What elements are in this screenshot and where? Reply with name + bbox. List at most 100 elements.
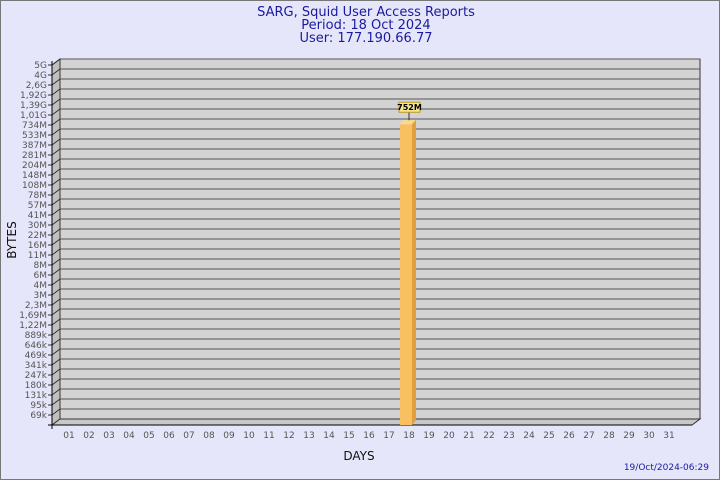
x-tick-label: 14 bbox=[323, 431, 335, 441]
y-tick-label: 4G bbox=[34, 71, 47, 81]
y-tick-slant bbox=[51, 268, 61, 276]
x-tick-label: 01 bbox=[63, 431, 74, 441]
x-tick-label: 21 bbox=[463, 431, 474, 441]
chart-title: SARG, Squid User Access Reports bbox=[257, 5, 475, 20]
y-tick-label: 1,92G bbox=[20, 91, 47, 101]
y-tick-slant bbox=[51, 198, 61, 206]
y-tick-slant bbox=[51, 378, 61, 386]
y-tick-slant bbox=[51, 398, 61, 406]
y-tick-label: 2,3M bbox=[25, 301, 47, 311]
x-tick-label: 13 bbox=[303, 431, 314, 441]
x-tick-label: 25 bbox=[543, 431, 554, 441]
y-tick-slant bbox=[51, 328, 61, 336]
x-tick-label: 09 bbox=[223, 431, 235, 441]
y-tick-slant bbox=[51, 118, 61, 126]
y-tick-label: 95k bbox=[30, 401, 47, 411]
x-tick-label: 19 bbox=[423, 431, 435, 441]
y-tick-label: 1,22M bbox=[19, 321, 47, 331]
y-tick-slant bbox=[51, 188, 61, 196]
y-tick-label: 204M bbox=[22, 161, 47, 171]
y-tick-slant bbox=[51, 348, 61, 356]
y-tick-label: 1,69M bbox=[19, 311, 47, 321]
y-tick-label: 148M bbox=[22, 171, 47, 181]
x-tick-label: 24 bbox=[523, 431, 535, 441]
y-tick-label: 4M bbox=[34, 281, 48, 291]
y-tick-slant bbox=[51, 368, 61, 376]
y-tick-slant bbox=[51, 288, 61, 296]
data-label-box bbox=[398, 101, 421, 113]
y-tick-slant bbox=[51, 318, 61, 326]
bar bbox=[400, 124, 412, 425]
y-tick-slant bbox=[51, 178, 61, 186]
y-tick-label: 2,6G bbox=[26, 81, 47, 91]
y-tick-slant bbox=[51, 238, 61, 246]
x-tick-label: 20 bbox=[443, 431, 455, 441]
generated-timestamp: 19/Oct/2024-06:29 bbox=[624, 463, 709, 473]
y-tick-label: 646k bbox=[25, 341, 48, 351]
y-tick-label: 30M bbox=[28, 221, 47, 231]
y-tick-slant bbox=[51, 148, 61, 156]
y-tick-slant bbox=[51, 138, 61, 146]
y-tick-slant bbox=[51, 208, 61, 216]
y-tick-slant bbox=[51, 158, 61, 166]
chart-user: User: 177.190.66.77 bbox=[299, 31, 432, 46]
y-tick-slant bbox=[51, 68, 61, 76]
y-tick-label: 341k bbox=[25, 361, 48, 371]
x-tick-label: 26 bbox=[563, 431, 575, 441]
x-tick-label: 17 bbox=[383, 431, 394, 441]
x-tick-label: 29 bbox=[623, 431, 635, 441]
y-tick-slant bbox=[51, 218, 61, 226]
chart-period: Period: 18 Oct 2024 bbox=[301, 18, 430, 33]
bar-top bbox=[400, 119, 416, 125]
y-axis-label: BYTES bbox=[5, 221, 19, 258]
data-label: 752M bbox=[397, 103, 422, 112]
bar-side bbox=[412, 119, 416, 426]
y-tick-label: 533M bbox=[22, 131, 47, 141]
y-tick-slant bbox=[51, 358, 61, 366]
y-tick-slant bbox=[51, 228, 61, 236]
y-tick-label: 78M bbox=[28, 191, 47, 201]
y-tick-label: 3M bbox=[34, 291, 48, 301]
x-tick-label: 27 bbox=[583, 431, 594, 441]
x-tick-label: 03 bbox=[103, 431, 114, 441]
x-tick-label: 07 bbox=[183, 431, 194, 441]
x-tick-label: 30 bbox=[643, 431, 655, 441]
x-tick-label: 23 bbox=[503, 431, 514, 441]
y-tick-slant bbox=[51, 388, 61, 396]
y-tick-slant bbox=[51, 88, 61, 96]
y-tick-slant bbox=[51, 128, 61, 136]
y-tick-slant bbox=[51, 78, 61, 86]
y-tick-slant bbox=[51, 298, 61, 306]
y-tick-label: 247k bbox=[25, 371, 48, 381]
x-tick-label: 05 bbox=[143, 431, 154, 441]
x-axis-label: DAYS bbox=[343, 449, 374, 463]
y-tick-slant bbox=[51, 98, 61, 106]
x-tick-label: 11 bbox=[263, 431, 274, 441]
y-tick-label: 469k bbox=[25, 351, 48, 361]
x-tick-label: 28 bbox=[603, 431, 615, 441]
y-tick-label: 889k bbox=[25, 331, 48, 341]
y-tick-label: 57M bbox=[28, 201, 47, 211]
y-tick-label: 387M bbox=[22, 141, 47, 151]
x-tick-label: 12 bbox=[283, 431, 294, 441]
y-tick-slant bbox=[51, 338, 61, 346]
x-tick-label: 08 bbox=[203, 431, 215, 441]
x-tick-label: 04 bbox=[123, 431, 135, 441]
y-tick-label: 131k bbox=[25, 391, 48, 401]
x-tick-label: 31 bbox=[663, 431, 674, 441]
y-tick-label: 22M bbox=[28, 231, 47, 241]
y-tick-label: 6M bbox=[34, 271, 48, 281]
y-tick-label: 1,39G bbox=[20, 101, 47, 111]
x-tick-label: 10 bbox=[243, 431, 255, 441]
y-tick-label: 108M bbox=[22, 181, 47, 191]
x-tick-label: 22 bbox=[483, 431, 494, 441]
y-tick-slant bbox=[51, 168, 61, 176]
y-tick-label: 1,01G bbox=[20, 111, 47, 121]
y-tick-label: 11M bbox=[28, 251, 47, 261]
y-tick-label: 69k bbox=[30, 411, 47, 421]
x-tick-label: 02 bbox=[83, 431, 94, 441]
y-tick-label: 180k bbox=[25, 381, 48, 391]
plot-floor bbox=[50, 418, 702, 426]
y-tick-slant bbox=[51, 308, 61, 316]
